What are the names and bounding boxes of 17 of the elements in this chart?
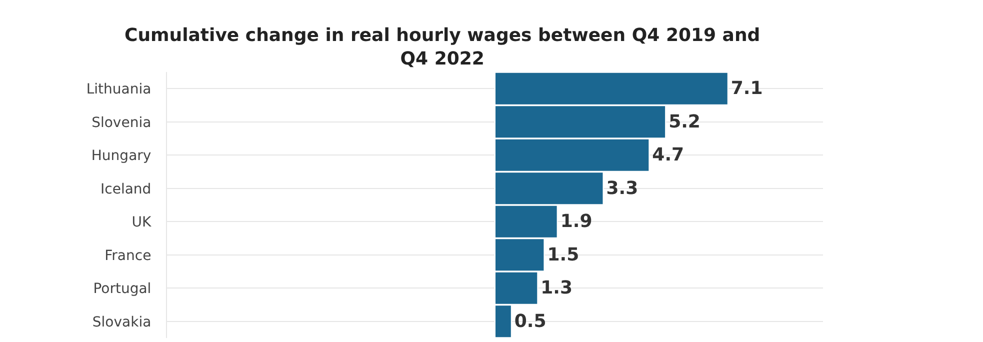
data-label: 1.5 [547,244,580,266]
data-label: 1.9 [560,211,592,232]
data-label: 1.3 [540,278,573,299]
data-label: 4.7 [652,144,684,166]
y-tick-label: France [104,248,152,264]
data-label: 0.5 [514,310,546,332]
y-tick-label: Slovenia [92,114,152,131]
data-label: 7.1 [730,78,763,100]
y-tick-label: Iceland [100,181,152,198]
y-tick-label: Lithuania [86,82,152,98]
chart-title: Cumulative change in real hourly wages between Q4 2019 and Q4 2022 [124,25,760,70]
y-tick-label: Hungary [91,148,152,164]
y-tick-label: Slovakia [92,314,152,330]
y-tick-label: Portugal [93,281,152,298]
data-label: 5.2 [668,111,700,132]
y-tick-label: UK [132,214,152,231]
data-label: 3.3 [606,178,638,199]
